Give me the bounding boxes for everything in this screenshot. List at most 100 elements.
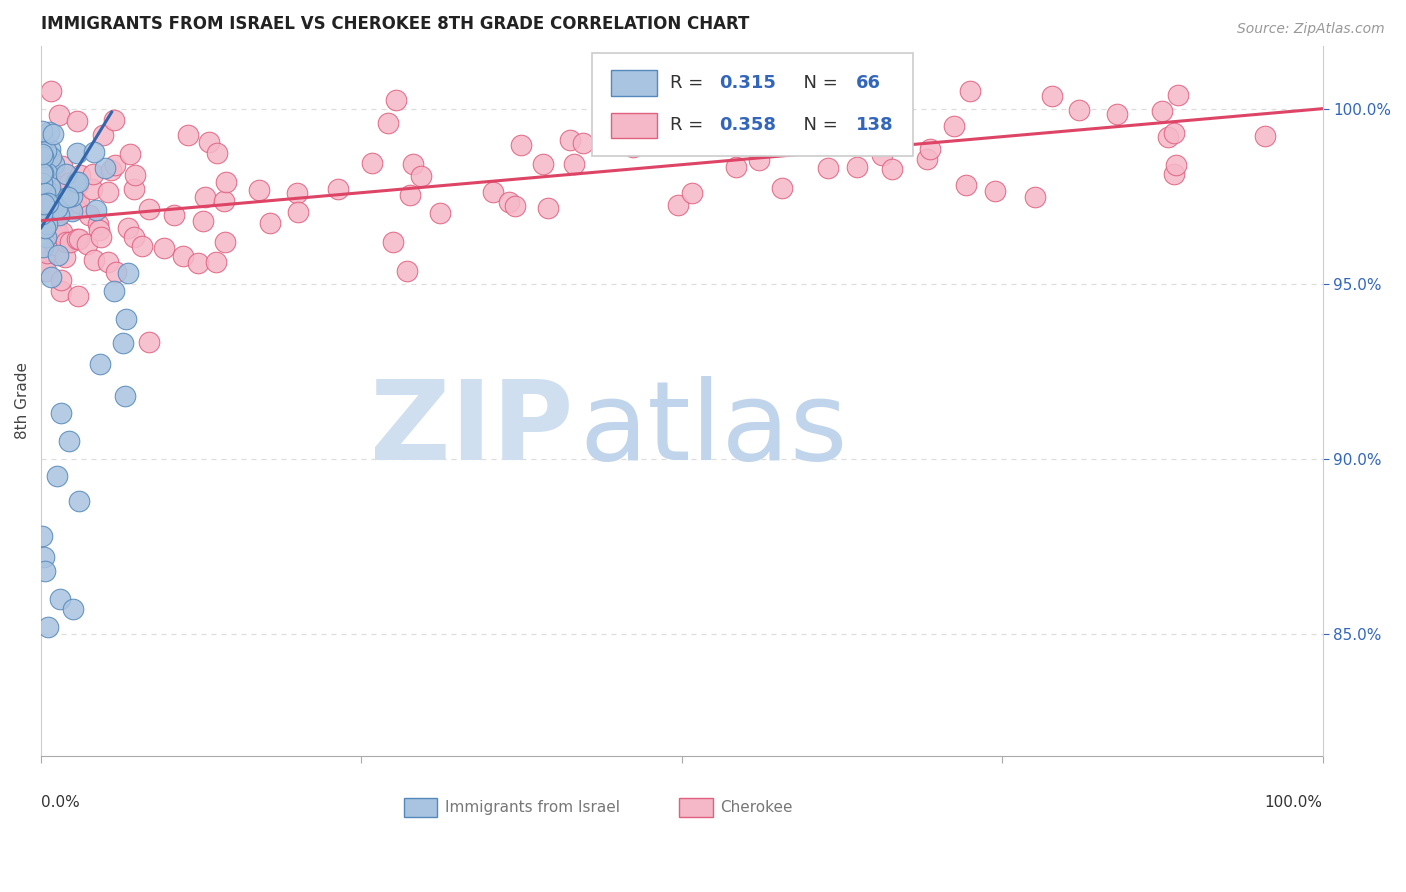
Point xyxy=(97,255,120,269)
Point xyxy=(82,182,104,196)
Point xyxy=(93,128,115,143)
Point xyxy=(177,128,200,142)
Point xyxy=(382,235,405,249)
Text: 100.0%: 100.0% xyxy=(1264,796,1323,810)
Point xyxy=(66,178,89,192)
Point xyxy=(1167,88,1189,103)
Point xyxy=(83,253,105,268)
Point xyxy=(503,199,526,213)
Point xyxy=(35,144,58,158)
Point xyxy=(725,160,748,174)
Point xyxy=(34,186,56,201)
Point xyxy=(34,220,56,235)
Point xyxy=(89,222,111,236)
Point xyxy=(884,135,907,149)
Point xyxy=(259,216,281,230)
Point xyxy=(285,186,308,201)
Point xyxy=(35,264,58,278)
Point xyxy=(103,112,125,127)
Point xyxy=(918,142,941,156)
Point xyxy=(39,180,62,194)
Point xyxy=(94,161,117,175)
Point xyxy=(35,230,58,244)
Point xyxy=(103,284,125,298)
Point xyxy=(955,178,977,192)
Point xyxy=(67,232,90,246)
Point xyxy=(46,469,69,483)
Point xyxy=(34,564,56,578)
Point xyxy=(69,168,91,182)
Point xyxy=(558,133,581,147)
Text: R =: R = xyxy=(671,116,709,135)
Point xyxy=(49,591,72,606)
Point xyxy=(31,131,53,145)
Point xyxy=(385,93,408,107)
Point xyxy=(49,406,72,420)
Point xyxy=(118,147,141,161)
Point xyxy=(31,146,53,161)
Point xyxy=(66,289,89,303)
Point xyxy=(45,201,67,215)
Point xyxy=(859,115,882,129)
Point xyxy=(482,185,505,199)
Point xyxy=(870,148,893,162)
Point xyxy=(38,185,60,199)
Point xyxy=(67,493,90,508)
Point xyxy=(51,225,73,239)
Point xyxy=(31,124,53,138)
Point xyxy=(41,182,63,196)
Point xyxy=(42,157,65,171)
Point xyxy=(32,189,55,203)
Point xyxy=(411,169,433,183)
Point xyxy=(1157,130,1180,145)
Point xyxy=(205,255,228,269)
Point xyxy=(66,146,89,161)
Point xyxy=(58,434,80,449)
Point xyxy=(32,549,55,564)
Point xyxy=(31,207,53,221)
Text: N =: N = xyxy=(792,116,844,135)
Point xyxy=(32,161,55,175)
Point xyxy=(510,138,533,153)
Point xyxy=(1152,103,1174,118)
Text: Immigrants from Israel: Immigrants from Israel xyxy=(444,800,620,814)
Point xyxy=(1107,107,1129,121)
Point xyxy=(782,132,804,146)
Point xyxy=(90,230,112,244)
Point xyxy=(46,226,69,240)
Point xyxy=(31,529,53,543)
Point xyxy=(172,249,194,263)
Point xyxy=(1254,129,1277,144)
Point xyxy=(31,176,53,190)
Text: 66: 66 xyxy=(856,74,882,92)
Text: ZIP: ZIP xyxy=(370,376,572,483)
Text: 138: 138 xyxy=(856,116,894,135)
Point xyxy=(65,176,87,190)
Point xyxy=(32,145,55,159)
Point xyxy=(942,120,965,134)
Point xyxy=(38,185,60,199)
Point xyxy=(62,602,84,616)
FancyBboxPatch shape xyxy=(404,798,437,816)
Point xyxy=(39,84,62,98)
Point xyxy=(198,135,221,149)
Point xyxy=(56,190,79,204)
Point xyxy=(89,357,111,371)
Point xyxy=(65,195,87,210)
Point xyxy=(498,195,520,210)
Point xyxy=(32,183,55,197)
Point xyxy=(42,158,65,172)
Point xyxy=(131,238,153,252)
Point xyxy=(396,263,419,277)
Point xyxy=(46,202,69,216)
Point xyxy=(863,115,886,129)
Point xyxy=(193,214,215,228)
Point xyxy=(44,219,66,233)
Point xyxy=(398,187,420,202)
Point xyxy=(693,136,716,150)
Point xyxy=(38,125,60,139)
Point xyxy=(537,201,560,215)
Point xyxy=(37,196,59,211)
Point xyxy=(48,108,70,122)
Point xyxy=(621,140,644,154)
